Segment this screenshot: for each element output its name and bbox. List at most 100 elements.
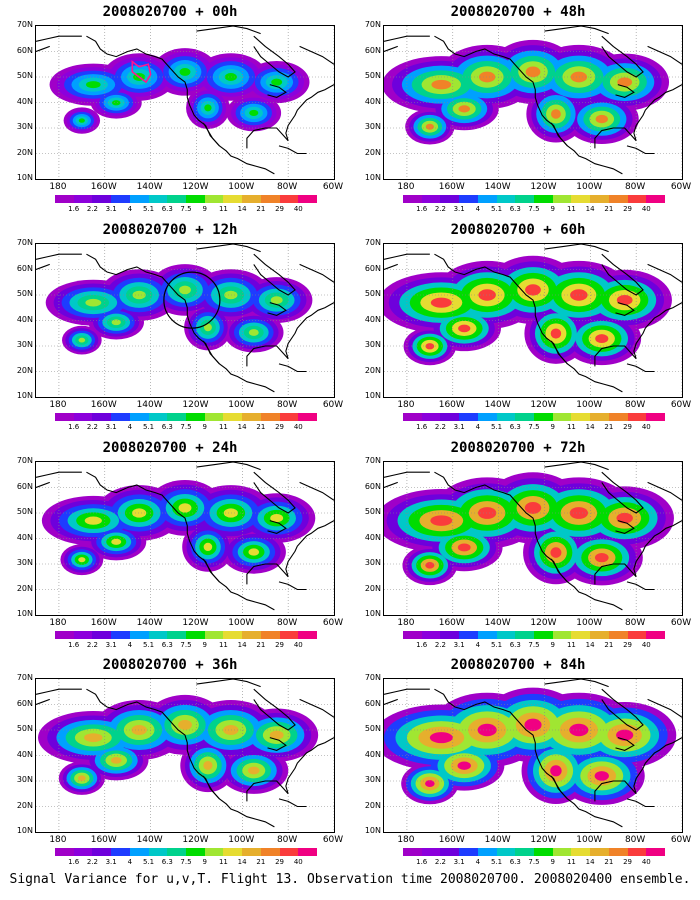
colorbar-label: 9 bbox=[550, 205, 555, 213]
colorbar-label: 21 bbox=[604, 858, 614, 866]
map-area bbox=[35, 678, 335, 833]
lat-label: 10N bbox=[364, 609, 381, 618]
colorbar-swatch bbox=[590, 631, 609, 639]
variance-blob bbox=[179, 67, 191, 76]
lon-label: 60W bbox=[670, 835, 692, 845]
colorbar-swatch bbox=[55, 848, 74, 856]
coastline bbox=[267, 520, 287, 534]
colorbar-swatch bbox=[590, 195, 609, 203]
lat-label: 50N bbox=[364, 289, 381, 298]
variance-blob bbox=[477, 723, 497, 737]
colorbar-label: 4 bbox=[475, 423, 481, 431]
variance-blob bbox=[78, 775, 86, 781]
lon-label: 80W bbox=[624, 618, 646, 628]
forecast-panel: 2008020700 + 60h 70N 60N 50N 40N 30N 20N 10N 180… bbox=[348, 220, 691, 438]
coastline bbox=[434, 253, 623, 393]
lon-label: 60W bbox=[670, 182, 692, 192]
colorbar-swatch bbox=[646, 631, 666, 639]
colorbar-swatch bbox=[477, 413, 497, 421]
coastline bbox=[36, 471, 82, 478]
coastline bbox=[594, 84, 682, 149]
colorbar-swatch bbox=[534, 631, 553, 639]
colorbar-label: 5.1 bbox=[490, 641, 503, 649]
colorbar-label: 4 bbox=[475, 205, 481, 213]
coastline bbox=[544, 462, 609, 471]
variance-blob bbox=[178, 503, 192, 513]
lon-label: 60W bbox=[322, 182, 344, 192]
colorbar-swatch bbox=[242, 413, 261, 421]
lat-label: 50N bbox=[364, 724, 381, 733]
lon-label: 120W bbox=[530, 618, 557, 628]
colorbar-label: 6.3 bbox=[509, 205, 521, 213]
colorbar-swatch bbox=[459, 848, 478, 856]
colorbar-labels: 1.6 2.2 3.1 4 5.1 6.3 7.5 9 11 14 21 29 40 bbox=[403, 423, 665, 433]
colorbar-swatch bbox=[167, 195, 187, 203]
lon-label: 100W bbox=[228, 618, 255, 628]
variance-blob bbox=[132, 508, 147, 518]
lat-label: 10N bbox=[16, 173, 33, 182]
map-area bbox=[383, 461, 683, 616]
variance-blob bbox=[569, 507, 588, 519]
colorbar bbox=[403, 848, 666, 856]
lat-label: 20N bbox=[16, 147, 33, 157]
colorbar-swatch bbox=[646, 195, 666, 203]
colorbar-label: 11 bbox=[566, 423, 576, 431]
colorbar-label: 21 bbox=[256, 205, 266, 213]
colorbar-label: 3.1 bbox=[453, 423, 465, 431]
colorbar-label: 29 bbox=[623, 205, 633, 213]
variance-blob bbox=[524, 718, 542, 732]
variance-blob bbox=[431, 79, 452, 90]
lat-label: 70N bbox=[364, 238, 381, 247]
lat-label: 20N bbox=[364, 583, 381, 593]
lon-label: 100W bbox=[576, 835, 603, 845]
lon-label: 100W bbox=[576, 182, 603, 192]
variance-blob bbox=[269, 730, 284, 740]
variance-blob bbox=[84, 516, 102, 525]
variance-contour-level bbox=[425, 718, 634, 788]
colorbar-label: 2.2 bbox=[434, 423, 446, 431]
colorbar-swatch bbox=[552, 631, 572, 639]
variance-blob bbox=[430, 515, 453, 526]
colorbar-label: 3.1 bbox=[453, 205, 465, 213]
colorbar-label: 40 bbox=[293, 423, 303, 431]
lon-label: 100W bbox=[576, 618, 603, 628]
colorbar-swatch bbox=[421, 631, 441, 639]
lon-label: 160W bbox=[438, 618, 465, 628]
lon-label: 80W bbox=[624, 835, 646, 845]
colorbar-label: 3.1 bbox=[453, 858, 465, 866]
colorbar-label: 5.1 bbox=[142, 423, 155, 431]
forecast-panel: 2008020700 + 00h 70N 60N 50N 40N 30N 20N 10N 180… bbox=[0, 2, 344, 220]
panel-title: 2008020700 + 24h bbox=[102, 440, 238, 456]
coastline bbox=[86, 253, 275, 393]
variance-blob bbox=[478, 71, 496, 83]
lat-label: 20N bbox=[364, 365, 381, 375]
colorbar-label: 21 bbox=[256, 641, 266, 649]
colorbar bbox=[55, 413, 318, 421]
forecast-panel: 2008020700 + 48h 70N 60N 50N 40N 30N 20N 10N 180… bbox=[348, 2, 692, 220]
colorbar-swatch bbox=[129, 413, 149, 421]
coastline bbox=[544, 26, 609, 35]
colorbar-swatch bbox=[73, 413, 93, 421]
colorbar-swatch bbox=[204, 848, 224, 856]
variance-blob bbox=[224, 290, 238, 300]
colorbar-label: 21 bbox=[604, 205, 614, 213]
colorbar-swatch bbox=[204, 413, 224, 421]
colorbar-swatch bbox=[186, 195, 205, 203]
panel-title: 2008020700 + 84h bbox=[450, 657, 586, 673]
coastline bbox=[647, 45, 682, 65]
colorbar-swatch bbox=[242, 631, 261, 639]
map-area bbox=[383, 678, 683, 833]
colorbar-swatch bbox=[459, 195, 478, 203]
colorbar-swatch bbox=[477, 631, 497, 639]
coastline bbox=[253, 688, 296, 731]
coastline bbox=[246, 84, 334, 149]
colorbar-swatch bbox=[129, 631, 149, 639]
colorbar-label: 3.1 bbox=[105, 641, 117, 649]
variance-blob bbox=[248, 766, 260, 775]
colorbar-swatch bbox=[590, 413, 609, 421]
colorbar-label: 7.5 bbox=[180, 423, 192, 431]
coastline bbox=[299, 45, 334, 65]
coastline bbox=[196, 26, 261, 35]
colorbar-label: 6.3 bbox=[509, 641, 521, 649]
colorbar-label: 6.3 bbox=[161, 205, 173, 213]
